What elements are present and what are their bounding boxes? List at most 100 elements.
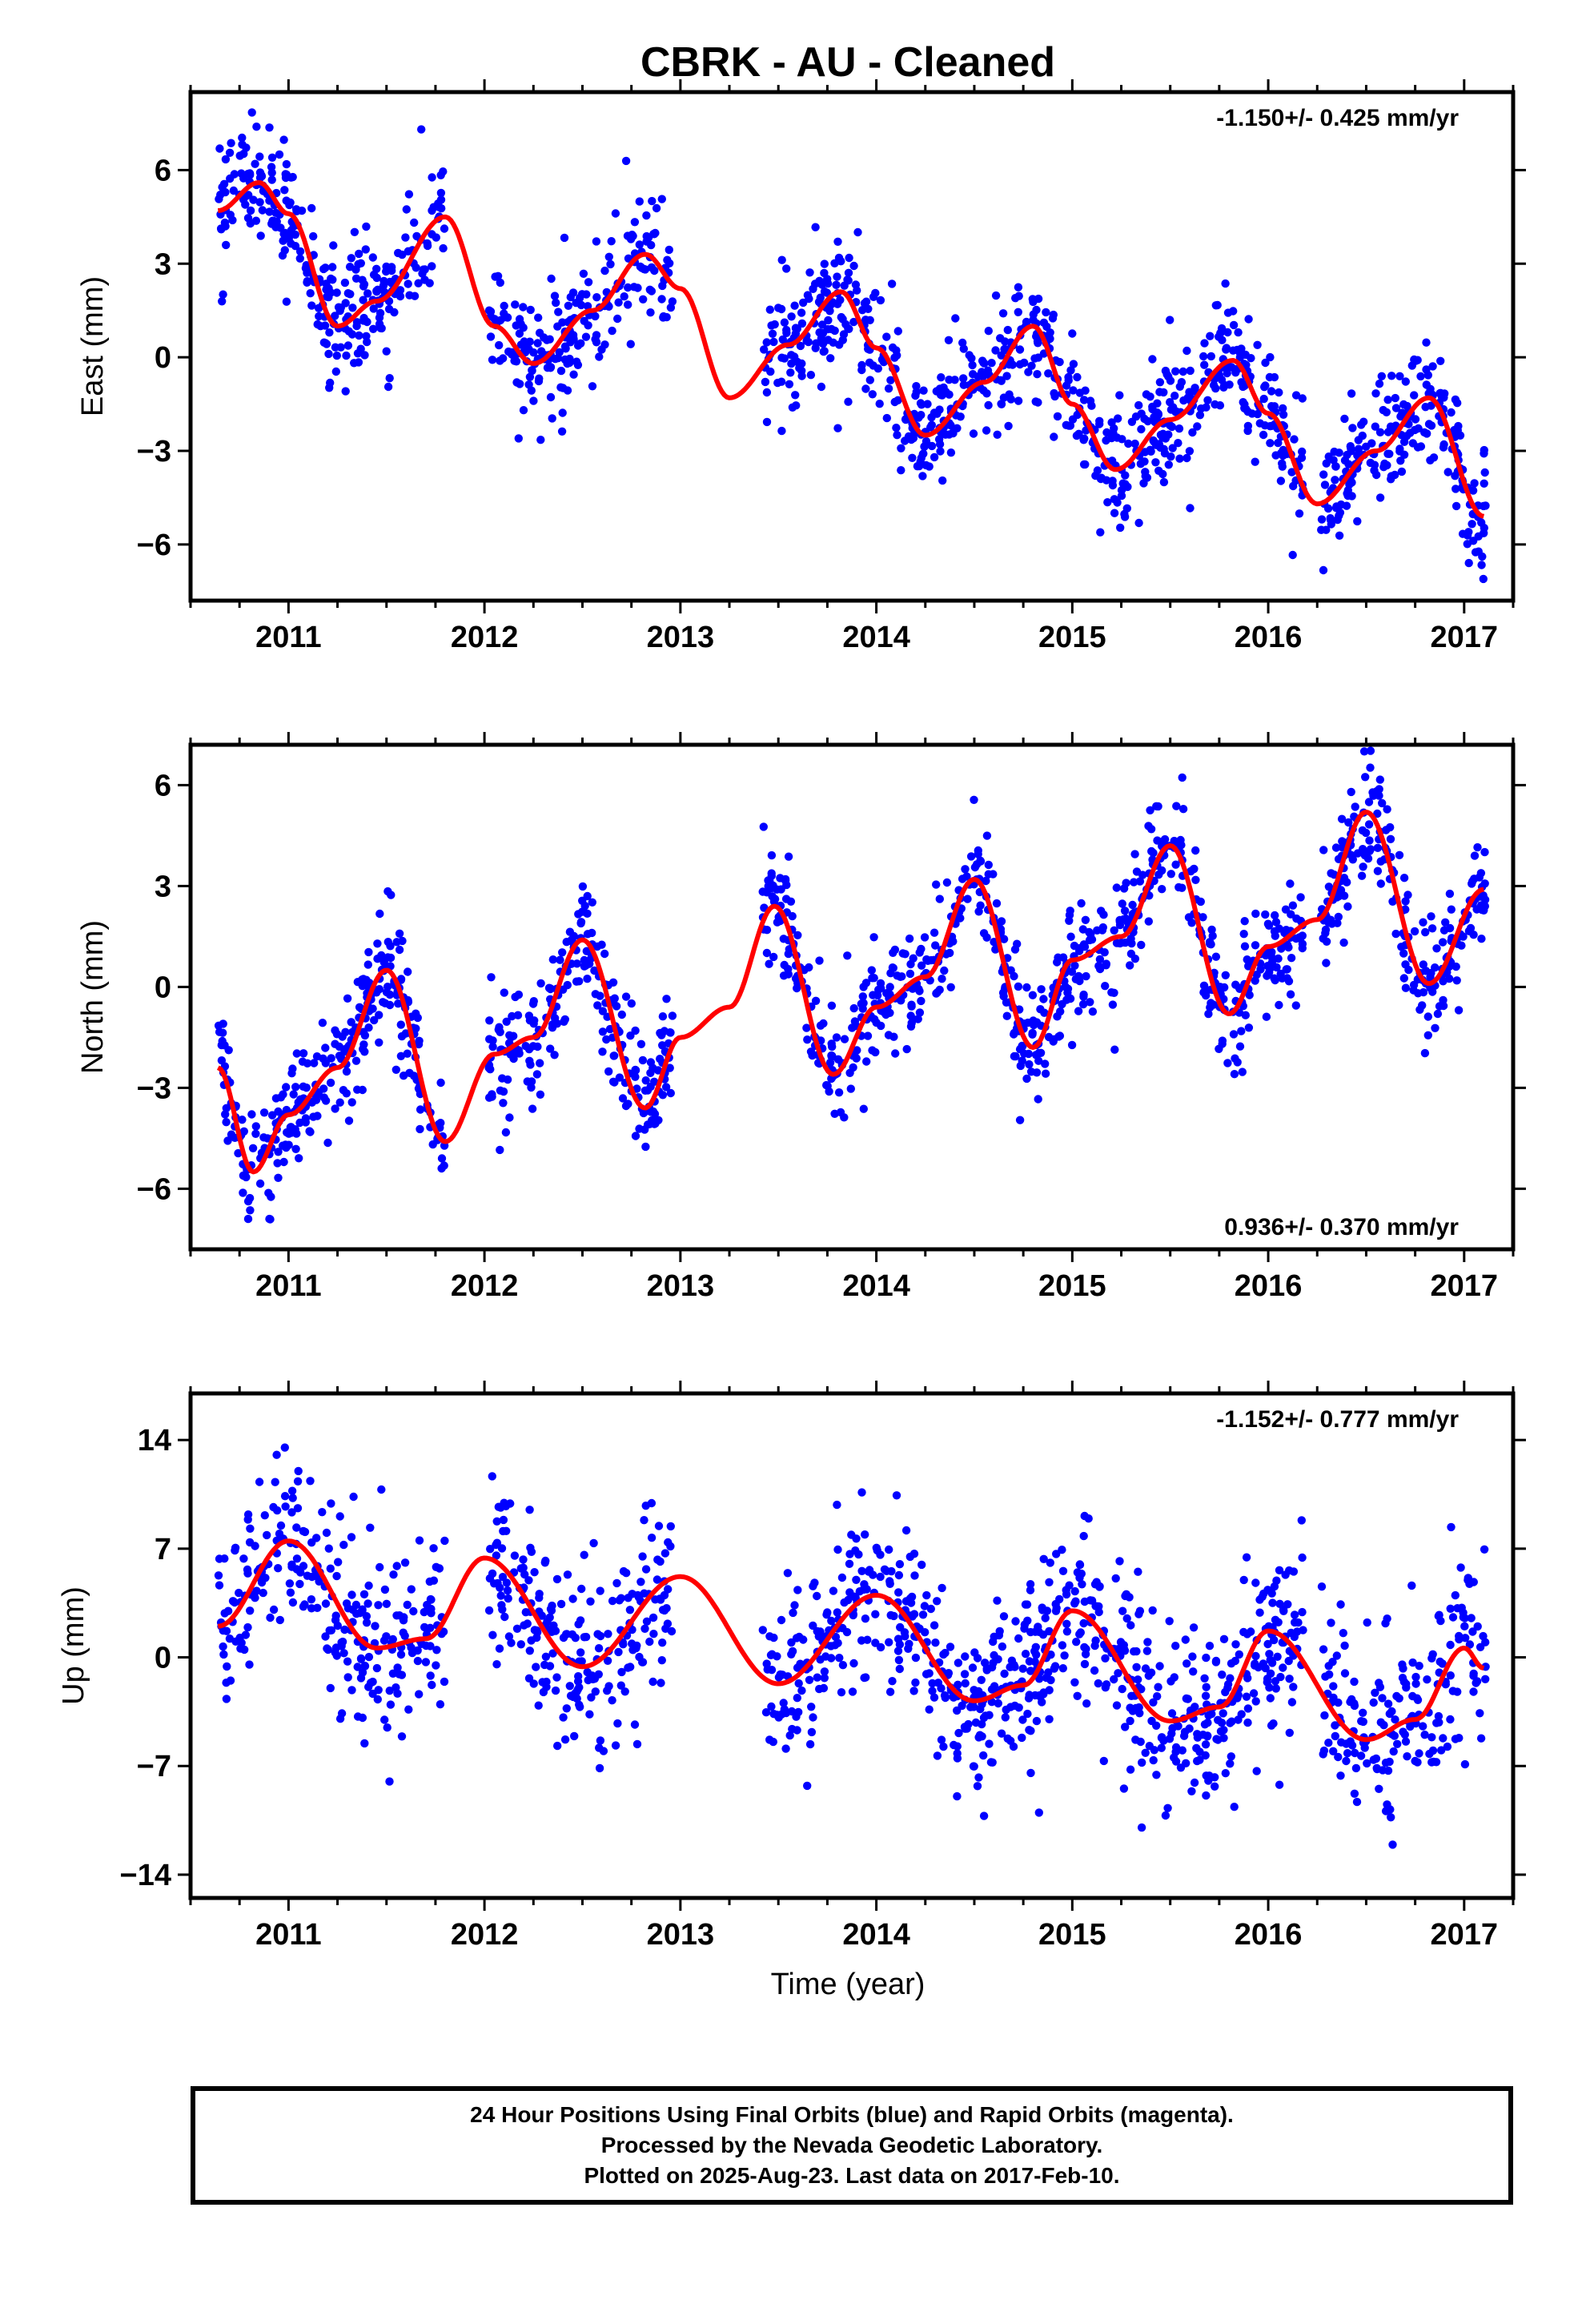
data-point	[486, 307, 496, 316]
data-point	[869, 933, 878, 942]
data-point	[426, 1671, 435, 1680]
data-point	[505, 1031, 514, 1040]
rate-label-east: -1.150+/- 0.425 mm/yr	[1216, 105, 1459, 131]
data-point	[1134, 1675, 1142, 1684]
data-point	[1126, 1703, 1134, 1712]
data-point	[1373, 843, 1383, 853]
data-point	[327, 1054, 335, 1063]
data-point	[1476, 1709, 1484, 1718]
data-point	[301, 1118, 310, 1127]
data-point	[388, 1634, 397, 1644]
data-point	[871, 1047, 880, 1057]
data-point	[1152, 802, 1161, 810]
data-point	[1015, 1116, 1025, 1124]
data-point	[837, 257, 845, 266]
data-point	[335, 1042, 344, 1051]
data-point	[527, 1083, 536, 1092]
data-point	[540, 1558, 549, 1567]
data-point	[906, 1011, 915, 1020]
data-point	[1290, 435, 1299, 444]
data-point	[275, 1615, 284, 1625]
data-point	[654, 1116, 663, 1125]
data-point	[1146, 445, 1154, 454]
data-point	[486, 1545, 495, 1554]
data-point	[1464, 558, 1473, 568]
data-point	[499, 1526, 508, 1536]
data-point	[1372, 1763, 1381, 1773]
data-point	[519, 303, 528, 312]
data-point	[1365, 846, 1375, 855]
data-point	[832, 280, 841, 289]
data-point	[1324, 452, 1333, 461]
data-point	[1157, 1733, 1166, 1743]
data-point	[930, 452, 939, 462]
data-point	[607, 237, 616, 246]
data-point	[279, 1157, 288, 1167]
data-point	[1234, 1715, 1243, 1724]
data-point	[893, 1634, 903, 1643]
data-point	[1386, 822, 1395, 832]
data-point	[610, 994, 619, 1003]
data-point	[383, 382, 393, 392]
data-point	[787, 1638, 796, 1647]
data-point	[852, 1534, 861, 1543]
data-point	[500, 301, 508, 311]
data-point	[1235, 1650, 1244, 1659]
data-point	[563, 359, 572, 368]
data-point	[1276, 1672, 1285, 1682]
data-point	[356, 1655, 366, 1663]
data-point	[833, 1055, 843, 1064]
data-point	[1163, 1803, 1172, 1812]
data-point	[776, 874, 785, 883]
data-point	[1174, 1722, 1182, 1731]
data-point	[420, 1622, 429, 1632]
data-point	[1068, 329, 1077, 338]
data-point	[942, 878, 952, 887]
data-point	[1202, 1791, 1211, 1800]
data-point	[1452, 501, 1461, 511]
data-point	[1111, 1574, 1120, 1583]
y-tick-label: 7	[155, 1533, 171, 1566]
y-tick-label: 0	[155, 971, 171, 1004]
data-point	[331, 367, 340, 376]
data-point	[496, 1591, 505, 1600]
data-point	[666, 1088, 675, 1098]
data-point	[791, 391, 800, 400]
data-point	[868, 390, 877, 399]
data-point	[935, 985, 944, 995]
data-point	[1134, 518, 1143, 528]
data-point	[347, 1686, 356, 1695]
data-point	[219, 1650, 228, 1659]
data-point	[849, 1659, 858, 1668]
data-point	[360, 1662, 370, 1671]
data-point	[1174, 424, 1184, 433]
data-point	[1424, 420, 1434, 428]
data-point	[270, 216, 279, 226]
data-point	[909, 1550, 919, 1558]
data-point	[1022, 317, 1031, 327]
data-point	[1411, 415, 1420, 424]
data-point	[1086, 1596, 1095, 1605]
data-point	[1243, 1718, 1252, 1727]
data-point	[636, 1578, 645, 1586]
data-point	[625, 1606, 635, 1614]
data-point	[575, 977, 584, 986]
data-point	[437, 204, 446, 213]
data-point	[1319, 470, 1328, 479]
data-point	[259, 1133, 268, 1142]
data-point	[488, 1472, 496, 1481]
data-point	[769, 337, 778, 347]
data-point	[892, 424, 901, 432]
data-point	[833, 1500, 841, 1510]
data-point	[861, 1614, 870, 1623]
data-point	[618, 1094, 628, 1103]
data-point	[343, 1657, 352, 1666]
data-point	[285, 1579, 295, 1588]
data-point	[496, 1503, 505, 1512]
data-point	[1166, 870, 1176, 879]
data-point	[917, 996, 926, 1006]
data-point	[1477, 905, 1487, 915]
data-point	[984, 860, 994, 870]
data-point	[524, 1674, 534, 1683]
data-point	[1452, 485, 1460, 493]
